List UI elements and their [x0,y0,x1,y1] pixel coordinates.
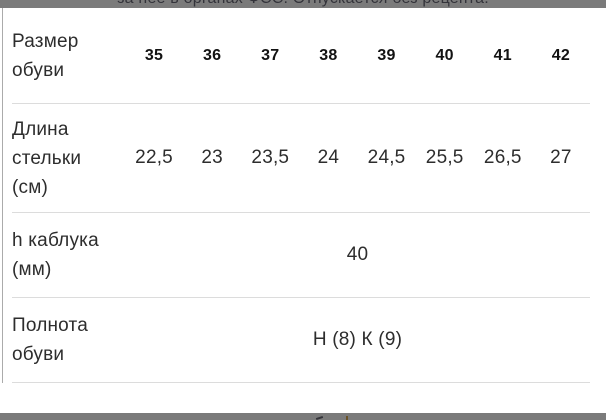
table-row-shoe-size: Размер обуви 35 36 37 38 39 40 41 42 [12,8,590,104]
table-row-shoe-fullness: Полнота обуви Н (8) К (9) [12,298,590,383]
shoe-spec-table: Размер обуви 35 36 37 38 39 40 41 42 Дли… [0,8,606,383]
insole-value: 24 [317,147,340,168]
insole-value: 24,5 [367,147,406,168]
size-value: 36 [202,46,222,64]
table-row-insole-length: Длина стельки (см) 22,5 23 23,5 24 24,5 … [12,104,590,213]
row-label-heel-height: h каблука (мм) [12,230,99,280]
bottom-overlay-band [0,413,606,420]
size-value: 42 [551,46,571,64]
insole-value: 22,5 [135,147,173,168]
left-edge-divider [2,8,3,383]
size-value: 35 [144,46,164,64]
insole-value: 23,5 [251,147,290,168]
size-value: 41 [493,46,513,64]
insole-value: 23 [201,147,223,168]
cutoff-glyph-mark [346,416,348,420]
insole-value: 26,5 [483,147,522,168]
insole-value: 25,5 [425,147,464,168]
row-label-shoe-fullness: Полнота обуви [12,315,88,365]
row-label-insole-length: Длина стельки (см) [12,118,82,198]
heel-height-value: 40 [346,244,369,265]
top-overlay-band: за нее в органах ФСС. Отпускается без ре… [0,0,606,8]
table-row-heel-height: h каблука (мм) 40 [12,213,590,298]
row-label-shoe-size: Размер обуви [12,30,79,81]
size-value: 39 [377,46,396,64]
spec-card: Размер обуви 35 36 37 38 39 40 41 42 Дли… [0,8,606,413]
insole-value: 27 [550,147,572,168]
empty-space [0,383,606,413]
cutoff-paragraph-text: за нее в органах ФСС. Отпускается без ре… [0,0,606,8]
size-value: 40 [435,46,454,64]
fullness-value: Н (8) К (9) [312,329,403,350]
cutoff-glyph-mark [315,415,324,420]
size-value: 37 [261,46,280,64]
size-value: 38 [319,46,338,64]
